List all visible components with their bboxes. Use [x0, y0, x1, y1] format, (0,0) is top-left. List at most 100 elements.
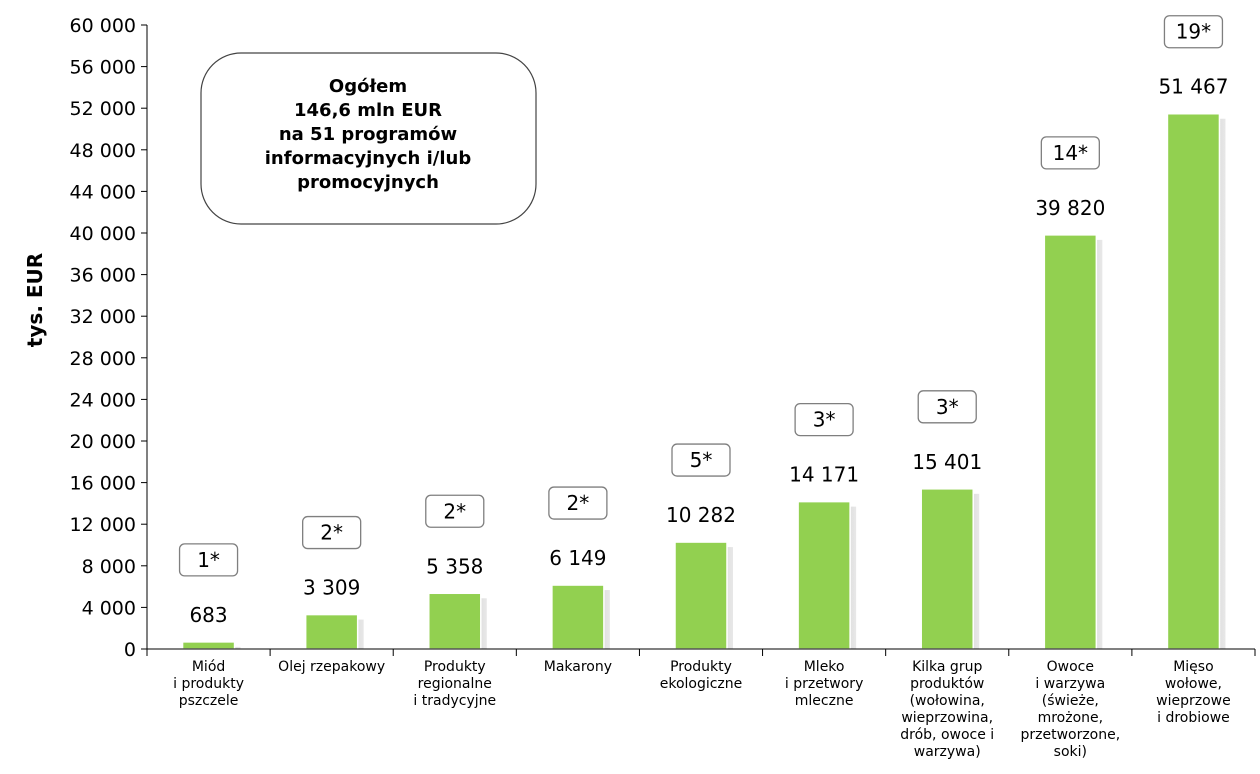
- category-label: Produkty regionalne i tradycyjne: [413, 659, 496, 709]
- program-count-label: 2*: [567, 491, 590, 515]
- category-label: Makarony: [544, 659, 612, 675]
- y-tick-label: 36 000: [70, 265, 136, 287]
- program-count-frame: [1163, 15, 1224, 49]
- category-label-line: (świeże,: [1042, 693, 1099, 709]
- category-label-line: i drobiowe: [1157, 710, 1230, 726]
- y-tick-label: 44 000: [70, 181, 136, 203]
- program-count-box: 5*: [671, 443, 731, 477]
- program-count-box: 2*: [425, 494, 485, 528]
- category-label-line: Produkty: [670, 659, 732, 675]
- category-label-line: ekologiczne: [660, 676, 743, 692]
- category-label-line: Mleko: [804, 659, 845, 675]
- category-label-line: Owoce: [1047, 659, 1094, 675]
- category-label-line: wieprzowe: [1156, 693, 1231, 709]
- bar: [674, 541, 728, 650]
- category-label: Miód i produkty pszczele: [173, 659, 244, 709]
- program-count-label: 14*: [1053, 141, 1088, 165]
- category-label: Owoce i warzywa (świeże, mrożone, przetworzo…: [1020, 659, 1120, 760]
- category-label-line: i produkty: [173, 676, 244, 692]
- program-count-label: 19*: [1176, 20, 1211, 44]
- y-tick-label: 4 000: [82, 597, 136, 619]
- program-count-frame: [671, 443, 731, 477]
- program-count-label: 2*: [320, 521, 343, 545]
- category-label-line: i warzywa: [1035, 676, 1105, 692]
- program-count-box: 2*: [548, 486, 608, 520]
- summary-line: informacyjnych i/lub: [265, 148, 472, 169]
- value-label: 6 149: [549, 546, 606, 570]
- y-axis-label: tys. EUR: [23, 253, 47, 347]
- y-tick-label: 12 000: [70, 514, 136, 536]
- category-label-line: wieprzowina,: [901, 710, 993, 726]
- value-label: 5 358: [426, 554, 483, 578]
- category-label-line: i tradycyjne: [413, 693, 496, 709]
- y-tick-label: 24 000: [70, 389, 136, 411]
- value-label: 683: [189, 603, 227, 627]
- value-label: 14 171: [789, 463, 859, 487]
- program-count-frame: [1040, 136, 1100, 170]
- category-label-line: pszczele: [179, 693, 239, 709]
- summary-line: promocyjnych: [297, 172, 439, 193]
- value-label: 39 820: [1035, 196, 1105, 220]
- bar: [920, 488, 974, 650]
- category-label-line: Olej rzepakowy: [278, 659, 385, 675]
- category-label: Olej rzepakowy: [278, 659, 385, 675]
- category-label-line: i przetwory: [785, 676, 864, 692]
- program-count-label: 2*: [443, 499, 466, 523]
- program-count-label: 3*: [813, 408, 836, 432]
- category-label-line: Produkty: [424, 659, 486, 675]
- bar: [181, 641, 236, 650]
- category-label: Produkty ekologiczne: [660, 659, 743, 692]
- category-label: Mleko i przetwory mleczne: [785, 659, 864, 709]
- category-label-line: Miód: [192, 659, 225, 675]
- category-label-line: produktów: [910, 676, 984, 692]
- program-count-box: 19*: [1163, 15, 1224, 49]
- program-count-frame: [917, 390, 977, 424]
- y-tick-label: 56 000: [70, 57, 136, 79]
- bar: [1043, 234, 1098, 650]
- value-label: 15 401: [912, 450, 982, 474]
- category-label-line: Kilka grup: [912, 659, 982, 675]
- program-count-box: 14*: [1040, 136, 1100, 170]
- y-tick-label: 20 000: [70, 431, 136, 453]
- category-label-line: Mięso: [1173, 659, 1213, 675]
- y-tick-label: 40 000: [70, 223, 136, 245]
- program-count-box: 2*: [302, 515, 362, 550]
- category-label-line: mleczne: [795, 693, 854, 709]
- y-tick-label: 60 000: [70, 15, 136, 37]
- value-label: 10 282: [666, 503, 736, 527]
- summary-line: 146,6 mln EUR: [294, 100, 442, 121]
- y-tick-label: 48 000: [70, 140, 136, 162]
- category-label: Mięso wołowe, wieprzowe i drobiowe: [1156, 659, 1231, 726]
- y-tick-label: 28 000: [70, 348, 136, 370]
- bar: [797, 500, 851, 650]
- program-count-frame: [425, 494, 485, 528]
- value-label: 51 467: [1158, 75, 1228, 99]
- category-label-line: (wołowina,: [910, 693, 985, 709]
- category-label-line: soki): [1054, 744, 1087, 760]
- program-count-frame: [548, 486, 608, 520]
- bar: [551, 584, 605, 650]
- bar: [304, 613, 359, 650]
- category-label: Kilka grup produktów (wołowina, wieprzowina…: [900, 659, 994, 760]
- program-count-label: 5*: [690, 448, 713, 472]
- program-count-box: 3*: [794, 402, 854, 437]
- program-count-label: 1*: [197, 548, 220, 572]
- y-tick-label: 16 000: [70, 473, 136, 495]
- category-label-line: wołowe,: [1165, 676, 1222, 692]
- program-count-frame: [302, 515, 362, 550]
- category-label-line: regionalne: [418, 676, 492, 692]
- y-tick-label: 32 000: [70, 306, 136, 328]
- category-label-line: mrożone,: [1038, 710, 1104, 726]
- program-count-label: 3*: [936, 395, 959, 419]
- category-label-line: drób, owoce i: [900, 727, 994, 743]
- program-count-box: 1*: [178, 543, 239, 577]
- y-tick-label: 0: [124, 639, 136, 661]
- summary-box: Ogółem 146,6 mln EUR na 51 programów inf…: [200, 52, 537, 225]
- category-label-line: Makarony: [544, 659, 612, 675]
- summary-line: na 51 programów: [279, 124, 457, 145]
- bar: [1166, 112, 1221, 650]
- summary-line: Ogółem: [329, 76, 407, 97]
- y-tick-label: 8 000: [82, 556, 136, 578]
- program-count-box: 3*: [917, 390, 977, 424]
